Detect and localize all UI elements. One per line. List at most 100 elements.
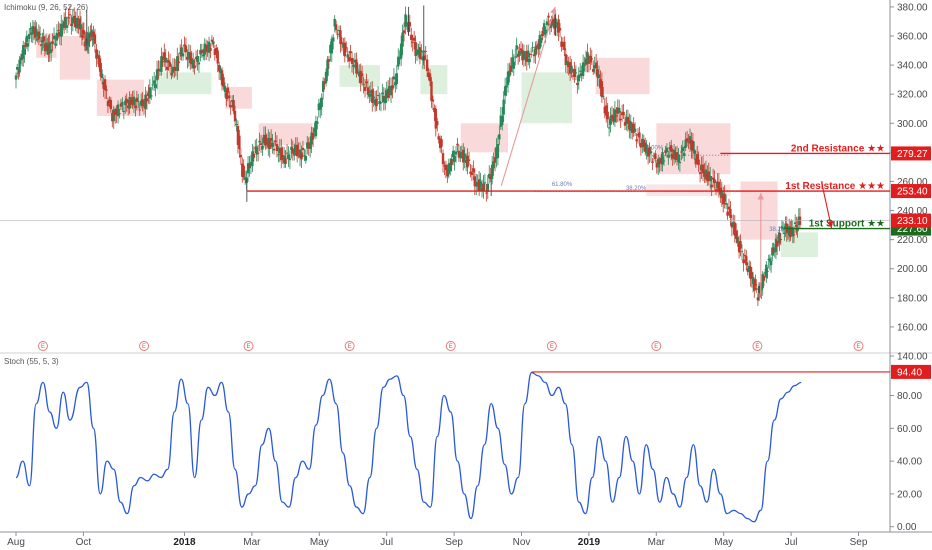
price-axis[interactable]: 380.00360.00340.00320.00300.00280.00260.… (890, 2, 928, 363)
earnings-marker[interactable]: E (445, 341, 456, 351)
candle-body (459, 152, 462, 159)
candle-body (730, 222, 734, 228)
candle-body (297, 149, 300, 151)
candle-body (499, 115, 502, 127)
earnings-circle[interactable] (38, 341, 48, 351)
candle-body (711, 177, 715, 180)
candle-body (60, 23, 63, 37)
candle-body (408, 22, 412, 27)
earnings-marker[interactable]: E (139, 341, 150, 351)
candle-body (428, 73, 432, 82)
candle-body (768, 258, 772, 262)
time-tick-label: Sep (850, 537, 868, 548)
earnings-circle[interactable] (139, 341, 150, 351)
price-tick-label: 160.00 (897, 322, 928, 333)
candle-body (733, 222, 736, 236)
candle-body (121, 101, 124, 106)
candle-body (65, 25, 69, 28)
earnings-marker[interactable]: E (344, 341, 355, 351)
candle-body (753, 282, 756, 291)
candle-body (395, 73, 399, 85)
candle-body (52, 35, 56, 40)
candle-body (151, 84, 154, 86)
candle-body (577, 74, 580, 82)
candle-body (560, 41, 563, 47)
earnings-marker[interactable]: E (243, 341, 254, 351)
stoch-pane[interactable] (0, 354, 890, 530)
candle-body (775, 240, 779, 247)
earnings-marker[interactable]: E (38, 341, 48, 351)
candle-body (564, 54, 567, 66)
candle-body (737, 242, 741, 253)
candle-body (524, 57, 527, 59)
earnings-circle[interactable] (445, 341, 456, 351)
earnings-marker[interactable]: E (853, 341, 864, 351)
earnings-marker[interactable]: E (752, 341, 763, 351)
candle-body (19, 57, 23, 61)
main-pane[interactable] (0, 0, 890, 352)
earnings-circle[interactable] (344, 341, 355, 351)
candle-body (176, 56, 179, 72)
candle-body (467, 159, 471, 161)
candle-body (592, 68, 595, 72)
candle-body (209, 47, 212, 52)
candle-body (405, 22, 409, 25)
candle-body (508, 70, 511, 77)
candle-body (620, 112, 624, 116)
price-tick-label: 240.00 (897, 206, 928, 217)
cloud-segment (420, 65, 448, 95)
candle-body (683, 152, 686, 156)
candle-body (365, 81, 368, 84)
candle-body (200, 49, 204, 54)
candle-body (735, 230, 738, 239)
earnings-marker[interactable]: E (546, 341, 557, 351)
candle-body (16, 66, 19, 70)
ichimoku-indicator-label[interactable]: Ichimoku (9, 26, 52, 26) (4, 3, 88, 12)
time-axis[interactable]: Aug Oct 2018 Mar May Jul Sep Nov 2019 Mar May Jul Se… (7, 532, 868, 548)
candle-body (290, 146, 293, 151)
earnings-circle[interactable] (752, 341, 763, 351)
earnings-circle[interactable] (651, 341, 662, 351)
candle-body (129, 99, 133, 105)
stoch-tick-label: 80.00 (897, 391, 922, 402)
candle-body (268, 140, 271, 149)
earnings-circle[interactable] (243, 341, 254, 351)
stoch-indicator-label[interactable]: Stoch (55, 5, 3) (4, 357, 59, 366)
candle-body (252, 153, 256, 158)
candle-body (356, 69, 360, 71)
candle-body (754, 279, 757, 286)
candle-body (261, 146, 264, 150)
candle-body (271, 142, 274, 148)
candle-body (558, 27, 562, 31)
candle-body (433, 108, 436, 113)
earnings-circle[interactable] (853, 341, 864, 351)
candle-body (142, 106, 146, 108)
candle-body (144, 94, 147, 109)
earnings-circle[interactable] (546, 341, 557, 351)
candle-body (514, 56, 517, 58)
candle-body (197, 62, 201, 65)
price-tick-label: 220.00 (897, 235, 928, 246)
candle-body (30, 32, 33, 35)
candle-body (667, 155, 670, 158)
stoch-axis[interactable]: 80.00 60.00 40.00 20.00 0.00 (890, 391, 922, 533)
candle-body (44, 42, 48, 52)
candle-body (190, 58, 193, 65)
candle-body (148, 87, 152, 99)
candle-body (515, 45, 518, 50)
candle-body (706, 173, 709, 182)
stoch-tick-label: 40.00 (897, 457, 922, 468)
candle-body (161, 60, 165, 63)
candle-body (330, 38, 334, 54)
candle-body (186, 56, 189, 60)
candle-body (684, 139, 687, 149)
candle-body (152, 80, 156, 84)
candle-body (100, 73, 104, 79)
time-tick-label: 2018 (173, 537, 196, 548)
candle-body (677, 154, 680, 163)
candle-body (202, 54, 205, 57)
earnings-marker[interactable]: E (651, 341, 662, 351)
candle-body (280, 147, 283, 161)
candle-body (610, 114, 614, 118)
